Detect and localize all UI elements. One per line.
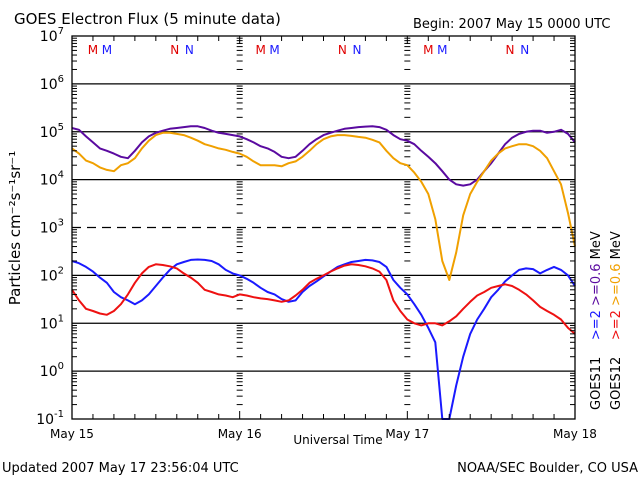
series-line-goes12-2-mev: [71, 263, 576, 335]
chart-title: GOES Electron Flux (5 minute data): [14, 10, 281, 28]
x-axis-label: Universal Time: [293, 433, 382, 447]
y-tick-base: 10: [40, 364, 58, 380]
y-tick-label: 106: [40, 74, 64, 93]
y-tick-exponent: -1: [54, 409, 64, 420]
y-tick-label: 101: [40, 313, 64, 332]
legend-entry-goes11: GOES11 >=2 >=0.6 MeV: [589, 231, 604, 410]
legend-channel-b: >=0.6: [609, 263, 624, 305]
legend-channel-a: >=2: [609, 310, 624, 340]
y-tick-label: 100: [40, 361, 64, 380]
y-tick-base: 10: [40, 77, 58, 93]
footer-updated: Updated 2007 May 17 23:56:04 UTC: [2, 461, 239, 476]
local-time-marker: N: [185, 43, 194, 57]
grid-lines: [72, 83, 575, 372]
y-tick-exponent: 1: [58, 313, 64, 324]
legend-unit: MeV: [609, 231, 624, 259]
series-line-goes11-0-6-mev: [71, 125, 576, 187]
y-tick-exponent: 0: [58, 361, 64, 372]
y-tick-label: 102: [40, 265, 64, 284]
y-tick-base: 10: [40, 173, 58, 189]
x-tick-labels: May 15 May 16 May 17 May 18: [50, 427, 597, 441]
y-tick-base: 10: [40, 316, 58, 332]
y-tick-exponent: 2: [58, 265, 64, 276]
local-time-marker: N: [170, 43, 179, 57]
y-tick-label: 107: [40, 26, 64, 45]
series-group: [71, 125, 576, 420]
y-tick-base: 10: [40, 221, 58, 237]
y-tick-label: 104: [40, 170, 64, 189]
y-tick-label: 10-1: [36, 409, 64, 428]
x-tick-label: May 17: [385, 427, 429, 441]
y-tick-base: 10: [40, 125, 58, 141]
y-tick-label: 103: [40, 218, 64, 237]
legend-channel-a: >=2: [589, 310, 604, 340]
legend-channel-b: >=0.6: [589, 263, 604, 305]
legend-spacer: [609, 340, 624, 357]
y-tick-exponent: 3: [58, 218, 64, 229]
y-tick-exponent: 6: [58, 74, 64, 85]
x-tick-label: May 18: [553, 427, 597, 441]
local-time-marker: N: [506, 43, 515, 57]
x-tick-label: May 16: [218, 427, 262, 441]
legend-unit: MeV: [589, 231, 604, 259]
local-time-marker: M: [255, 43, 265, 57]
local-time-marker: N: [520, 43, 529, 57]
chart-subtitle: Begin: 2007 May 15 0000 UTC: [413, 17, 610, 32]
legend-spacer: [589, 340, 604, 357]
axis-ticks: [71, 36, 576, 419]
series-line-goes12-0-6-mev: [71, 131, 576, 281]
y-tick-exponent: 5: [58, 122, 64, 133]
y-tick-exponent: 4: [58, 170, 64, 181]
y-tick-exponent: 7: [58, 26, 64, 37]
local-time-marker: M: [423, 43, 433, 57]
legend-entry-goes12: GOES12 >=2 >=0.6 MeV: [609, 231, 624, 410]
y-tick-base: 10: [40, 268, 58, 284]
local-time-marker: M: [102, 43, 112, 57]
footer-source: NOAA/SEC Boulder, CO USA: [457, 461, 638, 476]
local-time-marker: N: [338, 43, 347, 57]
x-tick-label: May 15: [50, 427, 94, 441]
y-tick-base: 10: [36, 412, 54, 428]
y-tick-label: 105: [40, 122, 64, 141]
series-line-goes11-2-mev: [71, 258, 576, 420]
local-time-marker: M: [88, 43, 98, 57]
y-tick-base: 10: [40, 29, 58, 45]
y-axis-label: Particles cm⁻²s⁻¹sr⁻¹: [6, 151, 24, 305]
legend-satellite: GOES11: [589, 357, 604, 410]
day-divider-ticks: [236, 37, 411, 406]
local-time-marker: M: [437, 43, 447, 57]
legend-satellite: GOES12: [609, 357, 624, 410]
local-time-marker: M: [269, 43, 279, 57]
local-time-marker: N: [353, 43, 362, 57]
